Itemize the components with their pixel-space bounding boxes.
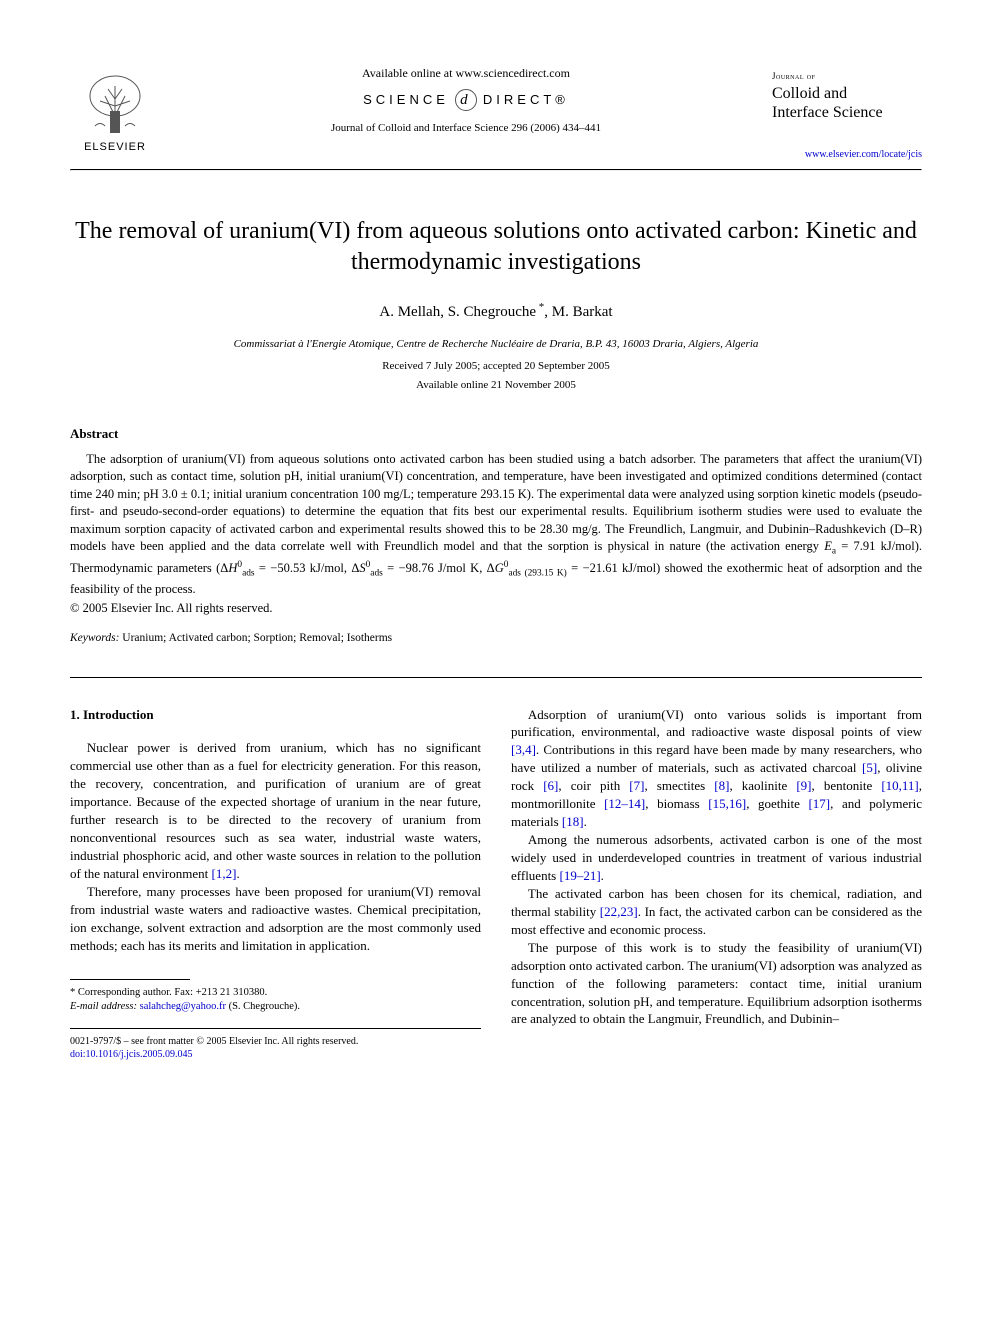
sciencedirect-logo: SCIENCE d DIRECT® (160, 89, 772, 111)
authors: A. Mellah, S. Chegrouche *, M. Barkat (70, 300, 922, 322)
authors-text: A. Mellah, S. Chegrouche *, M. Barkat (379, 304, 612, 320)
intro-p1: Nuclear power is derived from uranium, w… (70, 739, 481, 883)
cite-22-23[interactable]: [22,23] (600, 904, 638, 919)
bottom-divider (70, 1028, 481, 1029)
journal-box: Journal of Colloid and Interface Science… (772, 60, 922, 161)
paper-title: The removal of uranium(VI) from aqueous … (70, 216, 922, 278)
footnote-divider (70, 979, 190, 980)
right-column: Adsorption of uranium(VI) onto various s… (511, 706, 922, 1062)
cite-3-4[interactable]: [3,4] (511, 742, 536, 757)
elsevier-logo: ELSEVIER (70, 60, 160, 155)
corr-author: * Corresponding author. Fax: +213 21 310… (70, 986, 481, 1000)
email-address[interactable]: salahcheg@yahoo.fr (137, 1001, 226, 1012)
keywords-text: Uranium; Activated carbon; Sorption; Rem… (119, 632, 392, 644)
cite-9[interactable]: [9] (796, 778, 811, 793)
keywords-label: Keywords: (70, 632, 119, 644)
corr-email-line: E-mail address: salahcheg@yahoo.fr (S. C… (70, 1000, 481, 1014)
bottom-text: 0021-9797/$ – see front matter © 2005 El… (70, 1035, 481, 1061)
cite-1-2[interactable]: [1,2] (212, 866, 237, 881)
journal-name: Colloid and Interface Science (772, 84, 922, 122)
email-person: (S. Chegrouche). (226, 1001, 300, 1012)
header-row: ELSEVIER Available online at www.science… (70, 60, 922, 161)
journal-of: Journal of (772, 70, 922, 82)
cite-19-21[interactable]: [19–21] (560, 868, 601, 883)
center-header: Available online at www.sciencedirect.co… (160, 60, 772, 136)
sd-d-icon: d (455, 89, 477, 111)
right-p1: Adsorption of uranium(VI) onto various s… (511, 706, 922, 832)
right-p4: The purpose of this work is to study the… (511, 939, 922, 1029)
abstract-text: The adsorption of uranium(VI) from aqueo… (70, 451, 922, 598)
front-matter: 0021-9797/$ – see front matter © 2005 El… (70, 1035, 481, 1048)
cite-15-16[interactable]: [15,16] (708, 796, 746, 811)
doi[interactable]: doi:10.1016/j.jcis.2005.09.045 (70, 1048, 481, 1061)
cite-7[interactable]: [7] (629, 778, 644, 793)
body-columns: 1. Introduction Nuclear power is derived… (70, 706, 922, 1062)
cite-18[interactable]: [18] (562, 814, 584, 829)
cite-8[interactable]: [8] (714, 778, 729, 793)
sd-left: SCIENCE (363, 91, 449, 109)
affiliation: Commissariat à l'Energie Atomique, Centr… (70, 337, 922, 352)
cite-12-14[interactable]: [12–14] (604, 796, 645, 811)
corresponding-footnote: * Corresponding author. Fax: +213 21 310… (70, 986, 481, 1014)
intro-heading: 1. Introduction (70, 706, 481, 724)
right-p2: Among the numerous adsorbents, activated… (511, 831, 922, 885)
cite-6[interactable]: [6] (543, 778, 558, 793)
sd-right: DIRECT® (483, 91, 569, 109)
keywords: Keywords: Uranium; Activated carbon; Sor… (70, 631, 922, 647)
date-received: Received 7 July 2005; accepted 20 Septem… (70, 359, 922, 374)
email-label: E-mail address: (70, 1001, 137, 1012)
divider-top (70, 169, 922, 171)
copyright: © 2005 Elsevier Inc. All rights reserved… (70, 600, 922, 617)
date-online: Available online 21 November 2005 (70, 378, 922, 393)
journal-citation: Journal of Colloid and Interface Science… (160, 121, 772, 136)
left-column: 1. Introduction Nuclear power is derived… (70, 706, 481, 1062)
available-online: Available online at www.sciencedirect.co… (160, 65, 772, 81)
intro-p2: Therefore, many processes have been prop… (70, 883, 481, 955)
cite-5[interactable]: [5] (862, 760, 877, 775)
elsevier-tree-icon (80, 71, 150, 136)
elsevier-text: ELSEVIER (84, 140, 146, 155)
abstract-heading: Abstract (70, 425, 922, 443)
right-p3: The activated carbon has been chosen for… (511, 885, 922, 939)
cite-17[interactable]: [17] (808, 796, 830, 811)
cite-10-11[interactable]: [10,11] (881, 778, 918, 793)
divider-mid (70, 677, 922, 678)
journal-link[interactable]: www.elsevier.com/locate/jcis (772, 148, 922, 162)
